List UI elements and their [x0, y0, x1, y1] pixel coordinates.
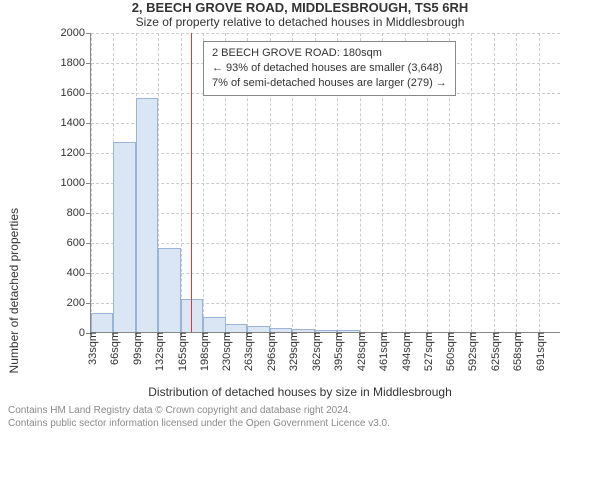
x-tick-label: 66sqm [105, 332, 121, 365]
grid-line-vertical [494, 33, 495, 332]
x-tick-label: 33sqm [83, 332, 99, 365]
x-tick-label: 132sqm [150, 332, 166, 371]
grid-line-horizontal [91, 123, 560, 124]
histogram-bar [91, 313, 113, 333]
histogram-bar [113, 142, 135, 333]
annotation-line-3: 7% of semi-detached houses are larger (2… [212, 76, 447, 91]
histogram-bar [247, 326, 269, 332]
footer-line-1: Contains HM Land Registry data © Crown c… [8, 405, 592, 418]
x-tick-label: 494sqm [397, 332, 413, 371]
annotation-box: 2 BEECH GROVE ROAD: 180sqm ← 93% of deta… [203, 41, 456, 96]
page-title: 2, BEECH GROVE ROAD, MIDDLESBROUGH, TS5 … [0, 0, 600, 15]
chart-container: Number of detached properties 0200400600… [20, 33, 580, 383]
histogram-bar [181, 299, 203, 332]
grid-line-vertical [91, 33, 92, 332]
x-tick-label: 592sqm [463, 332, 479, 371]
histogram-bar [203, 317, 225, 332]
x-tick-label: 527sqm [419, 332, 435, 371]
grid-line-vertical [539, 33, 540, 332]
y-tick-label: 1000 [61, 177, 91, 189]
histogram-bar [158, 248, 180, 332]
footer-line-2: Contains public sector information licen… [8, 418, 592, 431]
grid-line-horizontal [91, 183, 560, 184]
y-tick-label: 2000 [61, 27, 91, 39]
x-tick-label: 658sqm [508, 332, 524, 371]
grid-line-horizontal [91, 33, 560, 34]
x-tick-label: 99sqm [128, 332, 144, 365]
y-tick-label: 1400 [61, 117, 91, 129]
histogram-bar [292, 329, 314, 332]
grid-line-vertical [181, 33, 182, 332]
x-tick-label: 329sqm [284, 332, 300, 371]
annotation-line-1: 2 BEECH GROVE ROAD: 180sqm [212, 46, 447, 61]
y-tick-label: 400 [67, 267, 91, 279]
x-tick-label: 198sqm [195, 332, 211, 371]
y-axis-title: Number of detached properties [7, 208, 21, 373]
histogram-bar [337, 330, 359, 332]
histogram-bar [225, 324, 247, 332]
y-tick-label: 1600 [61, 87, 91, 99]
x-tick-label: 395sqm [329, 332, 345, 371]
annotation-line-2: ← 93% of detached houses are smaller (3,… [212, 61, 447, 76]
x-tick-label: 263sqm [239, 332, 255, 371]
reference-line [191, 33, 192, 332]
y-tick-label: 600 [67, 237, 91, 249]
x-tick-label: 230sqm [217, 332, 233, 371]
x-tick-label: 625sqm [486, 332, 502, 371]
histogram-bar [315, 330, 337, 332]
x-tick-label: 296sqm [262, 332, 278, 371]
x-tick-label: 691sqm [531, 332, 547, 371]
x-tick-label: 165sqm [173, 332, 189, 371]
grid-line-vertical [471, 33, 472, 332]
histogram-bar [270, 328, 292, 332]
histogram-plot: 020040060080010001200140016001800200033s… [90, 33, 560, 333]
x-tick-label: 461sqm [374, 332, 390, 371]
histogram-bar [136, 98, 158, 332]
x-tick-label: 560sqm [441, 332, 457, 371]
y-tick-label: 1800 [61, 57, 91, 69]
grid-line-horizontal [91, 243, 560, 244]
x-tick-label: 428sqm [352, 332, 368, 371]
y-tick-label: 200 [67, 297, 91, 309]
x-axis-title: Distribution of detached houses by size … [0, 385, 600, 399]
y-tick-label: 1200 [61, 147, 91, 159]
grid-line-vertical [516, 33, 517, 332]
footer: Contains HM Land Registry data © Crown c… [8, 405, 592, 430]
x-tick-label: 362sqm [307, 332, 323, 371]
y-tick-label: 800 [67, 207, 91, 219]
grid-line-horizontal [91, 153, 560, 154]
grid-line-horizontal [91, 213, 560, 214]
